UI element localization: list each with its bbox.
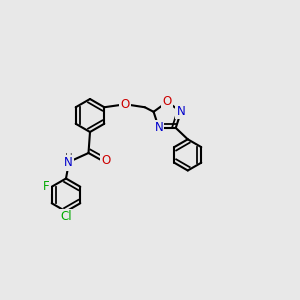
Text: O: O	[121, 98, 130, 111]
Text: F: F	[43, 180, 50, 193]
Text: O: O	[163, 95, 172, 108]
Text: N: N	[177, 105, 185, 118]
Text: H: H	[65, 153, 73, 163]
Text: O: O	[101, 154, 110, 167]
Text: Cl: Cl	[60, 210, 72, 224]
Text: N: N	[64, 156, 73, 170]
Text: N: N	[154, 122, 163, 134]
